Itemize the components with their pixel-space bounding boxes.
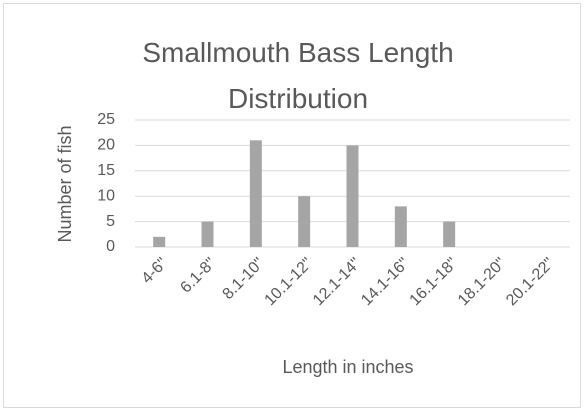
y-tick-label: 25 bbox=[97, 111, 115, 128]
y-tick-label: 5 bbox=[106, 213, 115, 230]
x-tick-label: 16.1-18" bbox=[407, 255, 461, 309]
x-axis-label: Length in inches bbox=[282, 357, 413, 377]
bar bbox=[346, 145, 359, 247]
x-tick-label: 18.1-20" bbox=[455, 255, 509, 309]
bar bbox=[298, 196, 311, 247]
x-tick-label: 20.1-22" bbox=[503, 255, 557, 309]
bar bbox=[201, 221, 214, 247]
bar bbox=[394, 206, 407, 247]
y-tick-label: 10 bbox=[97, 187, 115, 204]
y-tick-label: 15 bbox=[97, 162, 115, 179]
x-tick-label: 14.1-16" bbox=[358, 255, 412, 309]
y-axis-label: Number of fish bbox=[55, 125, 75, 242]
x-tick-label: 6.1-8" bbox=[177, 255, 219, 297]
y-tick-label: 20 bbox=[97, 137, 115, 154]
chart-title: Smallmouth Bass Length Distribution bbox=[142, 37, 454, 114]
x-tick-label: 12.1-14" bbox=[310, 255, 364, 309]
x-tick-label: 10.1-12" bbox=[262, 255, 316, 309]
bar bbox=[249, 140, 262, 247]
bar bbox=[443, 221, 456, 247]
x-tick-label: 8.1-10" bbox=[220, 255, 268, 303]
bar bbox=[153, 236, 166, 247]
x-tick-label: 4-6" bbox=[139, 255, 171, 287]
y-tick-label: 0 bbox=[106, 238, 115, 255]
chart-frame bbox=[3, 3, 581, 408]
